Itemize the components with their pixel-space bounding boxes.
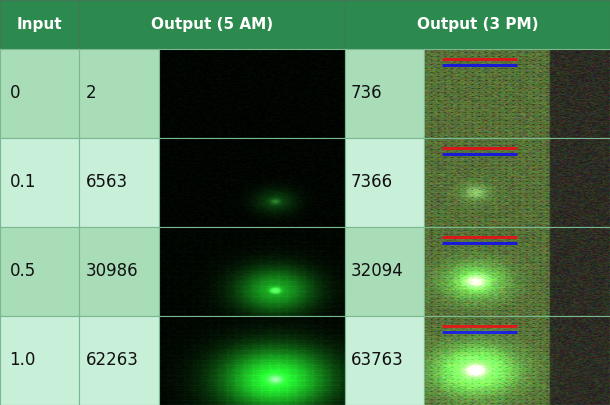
Text: 7366: 7366 — [351, 173, 393, 191]
Text: 63763: 63763 — [351, 352, 404, 369]
Text: 1.0: 1.0 — [10, 352, 36, 369]
Text: 6563: 6563 — [85, 173, 127, 191]
Text: Input: Input — [17, 17, 62, 32]
Text: 0.1: 0.1 — [10, 173, 36, 191]
Text: 0.5: 0.5 — [10, 262, 36, 280]
Text: 30986: 30986 — [85, 262, 138, 280]
Text: Output (5 AM): Output (5 AM) — [151, 17, 273, 32]
Text: 2: 2 — [85, 84, 96, 102]
Text: 0: 0 — [10, 84, 20, 102]
Text: 736: 736 — [351, 84, 382, 102]
Text: 62263: 62263 — [85, 352, 138, 369]
Text: Output (3 PM): Output (3 PM) — [417, 17, 538, 32]
Text: 32094: 32094 — [351, 262, 404, 280]
